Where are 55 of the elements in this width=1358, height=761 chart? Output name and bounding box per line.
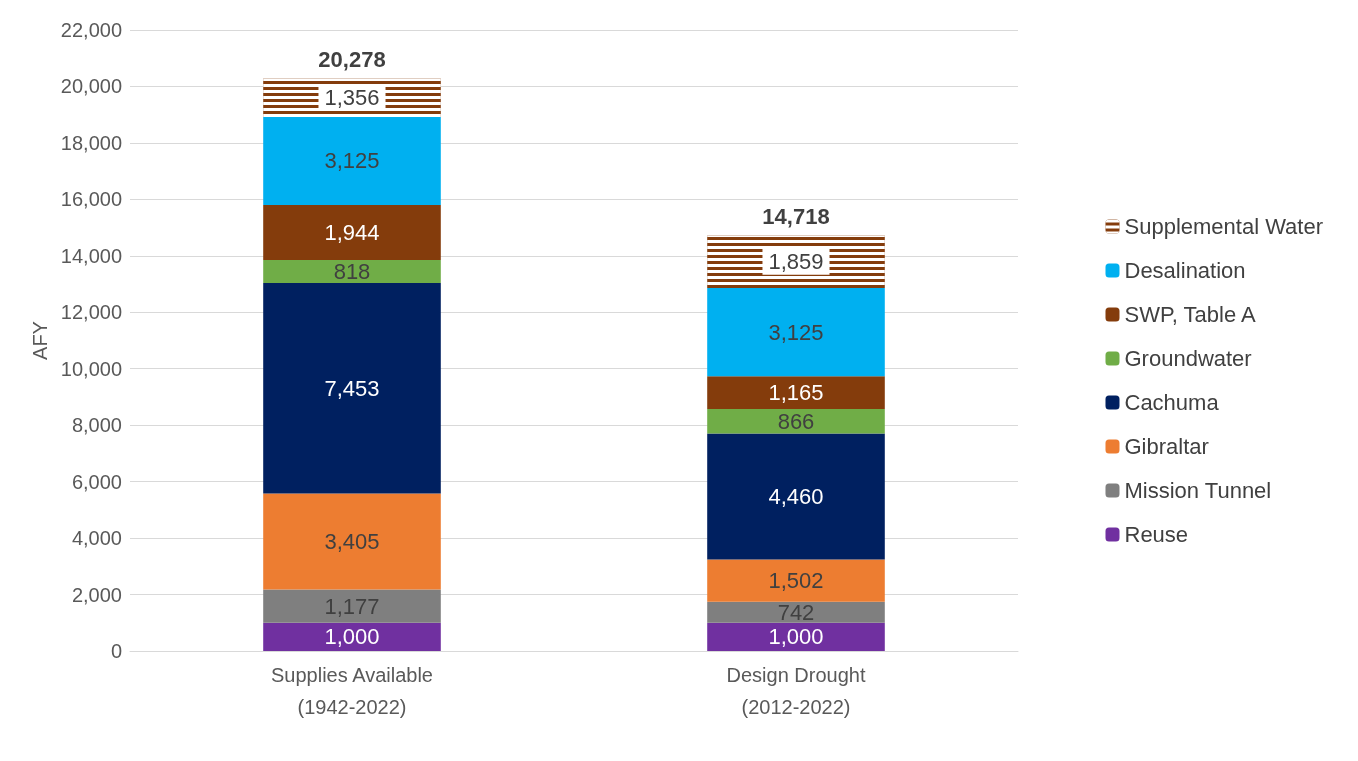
data-label: 1,859	[768, 249, 824, 275]
bar	[707, 433, 885, 560]
data-label: 3,125	[768, 319, 824, 345]
legend-label: Desalination	[1124, 258, 1246, 283]
y-tick-label: 8,000	[71, 414, 122, 437]
y-tick-label: 18,000	[60, 131, 122, 154]
legend-label: Cachuma	[1124, 390, 1220, 415]
bar	[263, 283, 441, 494]
bar	[707, 559, 885, 602]
legend-label: Mission Tunnel	[1124, 478, 1272, 503]
legend-label: Reuse	[1124, 522, 1189, 547]
x-tick-label: Supplies Available (1942-2022)	[271, 664, 433, 718]
data-label: 3,405	[324, 528, 380, 554]
bar	[263, 589, 441, 623]
bar	[707, 622, 885, 651]
y-tick-label: 12,000	[60, 301, 122, 324]
data-label: 818	[333, 259, 371, 285]
y-tick-label: 20,000	[60, 75, 122, 98]
y-tick-label: 22,000	[60, 19, 122, 41]
y-tick-label: 0	[110, 640, 122, 662]
bar	[263, 622, 441, 651]
bar	[263, 493, 441, 590]
y-axis-title: AFY	[28, 321, 51, 360]
bar	[707, 376, 885, 410]
data-label: 1,502	[768, 568, 824, 594]
y-tick-label: 4,000	[71, 527, 122, 550]
bar	[263, 116, 441, 206]
bar	[263, 205, 441, 260]
total-label: 14,718	[762, 204, 830, 230]
bar	[707, 601, 885, 623]
data-label: 742	[777, 599, 815, 625]
data-label: 3,125	[324, 148, 380, 174]
y-tick-label: 14,000	[60, 244, 122, 267]
bar	[263, 259, 441, 284]
data-label: 1,944	[324, 220, 380, 246]
y-tick-label: 6,000	[71, 470, 122, 493]
y-tick-label: 10,000	[60, 357, 122, 380]
y-tick-label: 2,000	[71, 583, 122, 606]
data-label: 1,000	[768, 624, 824, 650]
bar	[707, 288, 885, 377]
legend-label: Supplemental Water	[1124, 214, 1324, 239]
data-label: 1,165	[768, 380, 824, 406]
data-label: 1,177	[324, 593, 380, 619]
data-label: 1,000	[324, 624, 380, 650]
y-tick-label: 16,000	[60, 188, 122, 211]
x-tick-label: Design Drought (2012-2022)	[726, 664, 866, 718]
legend-label: Gibraltar	[1124, 434, 1209, 459]
data-label: 7,453	[324, 375, 380, 401]
bar	[707, 409, 885, 434]
data-label: 866	[777, 408, 815, 434]
legend-label: Groundwater	[1124, 346, 1252, 371]
legend-label: SWP, Table A	[1124, 302, 1257, 327]
data-label: 1,356	[324, 85, 380, 111]
data-label: 4,460	[768, 483, 824, 509]
total-label: 20,278	[318, 47, 386, 73]
